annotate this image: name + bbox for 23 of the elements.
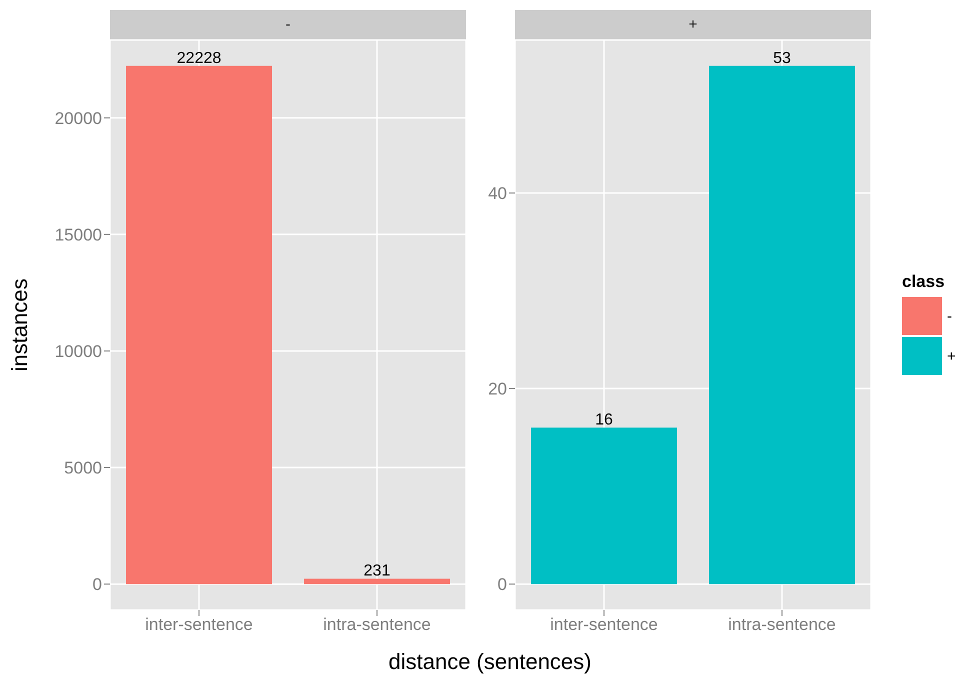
chart-title: +	[515, 10, 871, 40]
y-tick-label: 0	[498, 575, 507, 594]
y-tick-label: 20000	[54, 108, 102, 128]
x-tick-label: inter-sentence	[145, 615, 253, 634]
data-label: 53	[773, 50, 792, 67]
data-label: 16	[595, 412, 614, 429]
y-axis-title: instances	[7, 278, 33, 372]
text: +	[947, 348, 956, 364]
x-tick-label: inter-sentence	[550, 615, 658, 634]
legend-title: class	[902, 272, 946, 292]
data-label: 22228	[176, 50, 222, 67]
text: -	[947, 308, 952, 324]
y-tick-label: 20	[488, 380, 507, 399]
y-tick-label: 0	[92, 575, 102, 594]
x-tick-label: intra-sentence	[323, 615, 431, 634]
x-axis-title: distance (sentences)	[388, 649, 592, 675]
data-label: 231	[364, 562, 390, 580]
y-tick-label: 5000	[64, 458, 102, 478]
chart-title: -	[110, 10, 466, 40]
y-tick-label: 15000	[54, 225, 102, 244]
x-tick-label: intra-sentence	[728, 615, 836, 634]
y-tick-label: 40	[488, 184, 507, 204]
y-tick-label: 10000	[54, 342, 102, 362]
